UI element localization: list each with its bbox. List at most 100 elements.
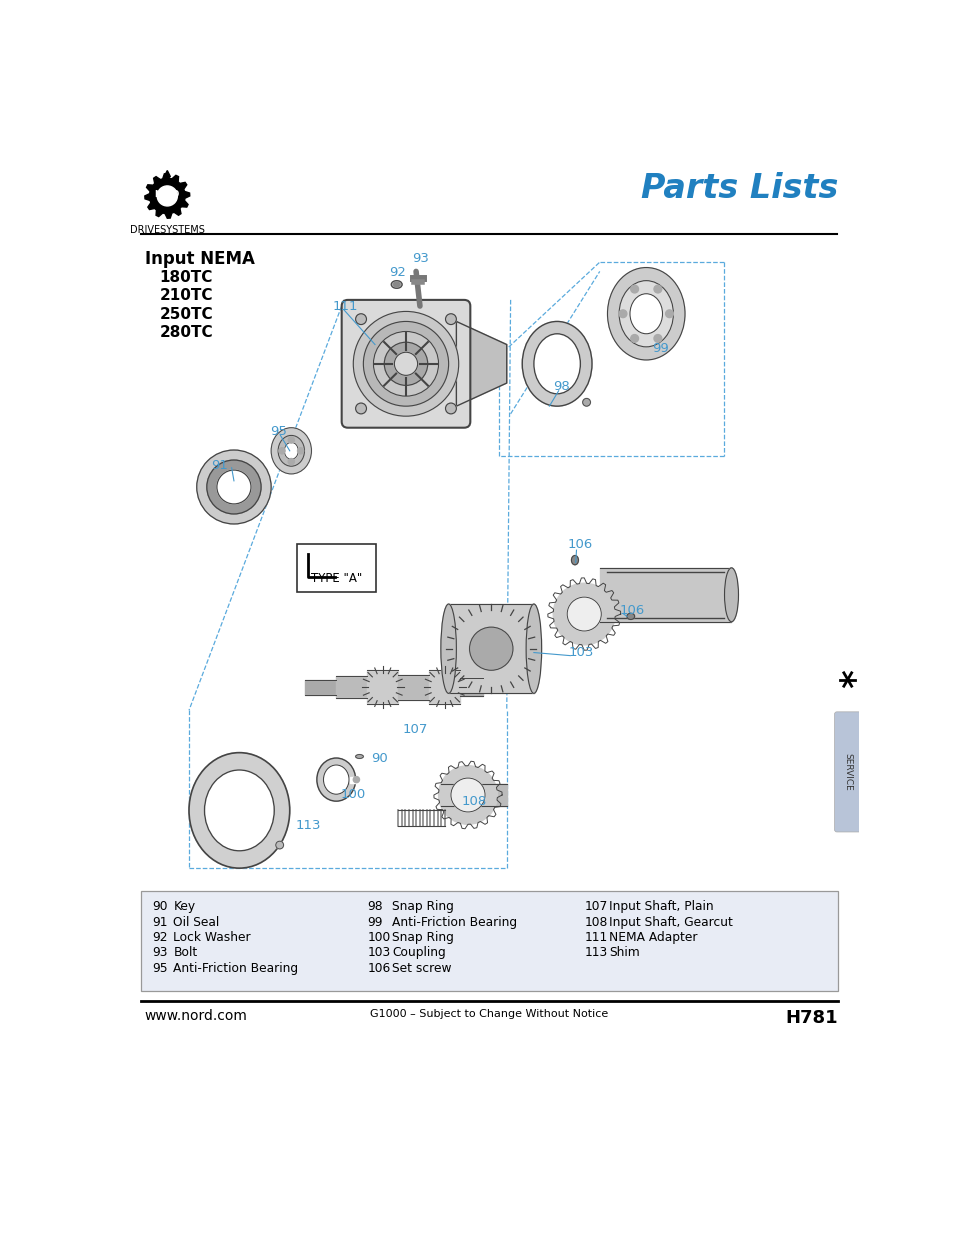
FancyBboxPatch shape — [834, 711, 860, 832]
Text: Oil Seal: Oil Seal — [173, 915, 219, 929]
Circle shape — [394, 352, 417, 375]
Circle shape — [278, 448, 285, 454]
Circle shape — [275, 841, 283, 848]
Text: 100: 100 — [340, 788, 365, 802]
Text: 108: 108 — [461, 794, 487, 808]
Ellipse shape — [534, 333, 579, 394]
Circle shape — [384, 342, 427, 385]
Text: NORD: NORD — [154, 190, 180, 199]
Circle shape — [373, 331, 438, 396]
Text: 103: 103 — [367, 946, 390, 960]
Text: NEMA Adapter: NEMA Adapter — [608, 931, 697, 944]
Ellipse shape — [607, 268, 684, 359]
Text: Anti-Friction Bearing: Anti-Friction Bearing — [173, 962, 298, 974]
Text: Input NEMA: Input NEMA — [145, 249, 254, 268]
Text: DRIVESYSTEMS: DRIVESYSTEMS — [130, 225, 205, 235]
Text: 280TC: 280TC — [159, 325, 213, 341]
Text: 250TC: 250TC — [159, 306, 213, 322]
Text: 108: 108 — [583, 915, 607, 929]
Circle shape — [363, 321, 448, 406]
Text: SERVICE: SERVICE — [842, 753, 851, 790]
Circle shape — [353, 311, 458, 416]
Text: 107: 107 — [402, 722, 427, 736]
Text: Parts Lists: Parts Lists — [640, 172, 838, 205]
Text: 98: 98 — [367, 900, 382, 913]
Text: 106: 106 — [567, 538, 592, 551]
Text: 91: 91 — [211, 459, 228, 472]
Text: 90: 90 — [152, 900, 167, 913]
Text: Key: Key — [173, 900, 195, 913]
Circle shape — [553, 583, 615, 645]
Text: 113: 113 — [295, 819, 321, 832]
Circle shape — [451, 778, 484, 811]
Circle shape — [469, 627, 513, 671]
Ellipse shape — [629, 294, 661, 333]
Circle shape — [654, 285, 661, 293]
Text: 106: 106 — [618, 604, 643, 616]
Ellipse shape — [323, 764, 349, 794]
Circle shape — [288, 437, 294, 443]
Ellipse shape — [723, 568, 738, 621]
Text: 93: 93 — [412, 252, 429, 264]
Text: 90: 90 — [371, 752, 388, 764]
Circle shape — [654, 335, 661, 342]
Text: 92: 92 — [152, 931, 167, 944]
Polygon shape — [350, 777, 357, 783]
Text: 107: 107 — [583, 900, 607, 913]
Circle shape — [297, 448, 303, 454]
Ellipse shape — [271, 427, 311, 474]
Circle shape — [630, 285, 638, 293]
FancyBboxPatch shape — [296, 543, 375, 592]
Ellipse shape — [284, 442, 298, 459]
Ellipse shape — [355, 755, 363, 758]
FancyBboxPatch shape — [141, 892, 838, 992]
Circle shape — [582, 399, 590, 406]
Text: 210TC: 210TC — [159, 288, 213, 304]
Circle shape — [196, 450, 271, 524]
Ellipse shape — [626, 614, 634, 620]
Text: Shim: Shim — [608, 946, 639, 960]
Circle shape — [445, 314, 456, 325]
Circle shape — [438, 766, 497, 824]
Ellipse shape — [204, 769, 274, 851]
Circle shape — [355, 403, 366, 414]
Circle shape — [665, 310, 673, 317]
Text: Lock Washer: Lock Washer — [173, 931, 251, 944]
Text: 113: 113 — [583, 946, 607, 960]
Text: www.nord.com: www.nord.com — [145, 1009, 248, 1023]
Text: 111: 111 — [583, 931, 607, 944]
Circle shape — [630, 335, 638, 342]
Ellipse shape — [440, 604, 456, 693]
Polygon shape — [145, 174, 190, 219]
Text: 100: 100 — [367, 931, 390, 944]
Text: Anti-Friction Bearing: Anti-Friction Bearing — [392, 915, 517, 929]
Ellipse shape — [571, 556, 578, 564]
Circle shape — [618, 310, 626, 317]
Text: Coupling: Coupling — [392, 946, 445, 960]
FancyBboxPatch shape — [341, 300, 470, 427]
Text: Input Shaft, Plain: Input Shaft, Plain — [608, 900, 713, 913]
Text: 95: 95 — [152, 962, 167, 974]
Text: 106: 106 — [367, 962, 390, 974]
Text: 99: 99 — [367, 915, 382, 929]
Circle shape — [207, 461, 261, 514]
Text: Snap Ring: Snap Ring — [392, 931, 454, 944]
Text: 92: 92 — [389, 267, 405, 279]
Text: 95: 95 — [270, 425, 287, 438]
Text: TYPE "A": TYPE "A" — [311, 572, 361, 585]
Text: H781: H781 — [785, 1009, 838, 1028]
Ellipse shape — [618, 280, 673, 347]
Circle shape — [288, 458, 294, 464]
Circle shape — [157, 186, 177, 206]
Circle shape — [567, 597, 600, 631]
Text: 93: 93 — [152, 946, 167, 960]
Text: Set screw: Set screw — [392, 962, 451, 974]
Text: G1000 – Subject to Change Without Notice: G1000 – Subject to Change Without Notice — [370, 1009, 607, 1019]
Circle shape — [355, 314, 366, 325]
Polygon shape — [164, 170, 171, 177]
Text: 99: 99 — [652, 342, 668, 354]
Text: 103: 103 — [568, 646, 594, 659]
Text: Bolt: Bolt — [173, 946, 197, 960]
Text: 111: 111 — [332, 300, 357, 312]
Ellipse shape — [394, 282, 399, 287]
